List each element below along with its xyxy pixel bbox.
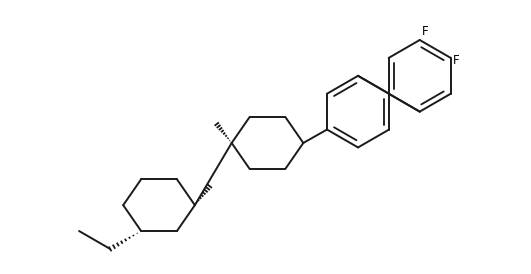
Text: F: F [422,24,429,38]
Text: F: F [453,54,460,67]
